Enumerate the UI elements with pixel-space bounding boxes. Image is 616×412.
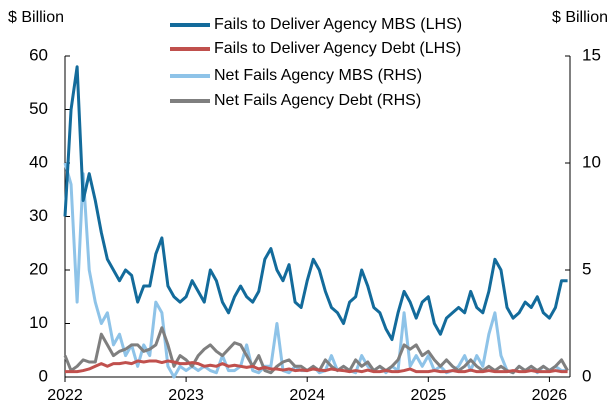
y-tick-label: 40 [29,152,48,171]
y-tick-label: 50 [29,99,48,118]
y-tick-label: 30 [29,206,48,225]
series-line [63,65,568,342]
legend-label: Net Fails Agency Debt (RHS) [214,92,421,109]
y2-tick-label: 5 [582,259,591,278]
x-tick-label: 2023 [168,387,204,404]
y-axis-label: $ Billion [8,9,64,26]
series-line [63,326,569,375]
series-line [65,359,568,374]
legend-label: Net Fails Agency MBS (RHS) [214,67,422,84]
y-tick-label: 60 [29,45,48,64]
y-tick-label: 10 [29,313,48,332]
y2-tick-label: 10 [582,152,601,171]
x-tick-label: 2026 [532,387,568,404]
x-tick-label: 2025 [411,387,447,404]
y2-tick-label: 0 [582,366,591,385]
legend-label: Fails to Deliver Agency Debt (LHS) [214,40,461,57]
x-tick-label: 2024 [289,387,325,404]
y2-tick-label: 15 [582,45,601,64]
y2-axis-label: $ Billion [552,9,608,26]
y-tick-label: 0 [39,366,48,385]
y-tick-label: 20 [29,259,48,278]
x-tick-label: 2022 [47,387,83,404]
legend-label: Fails to Deliver Agency MBS (LHS) [214,16,462,33]
